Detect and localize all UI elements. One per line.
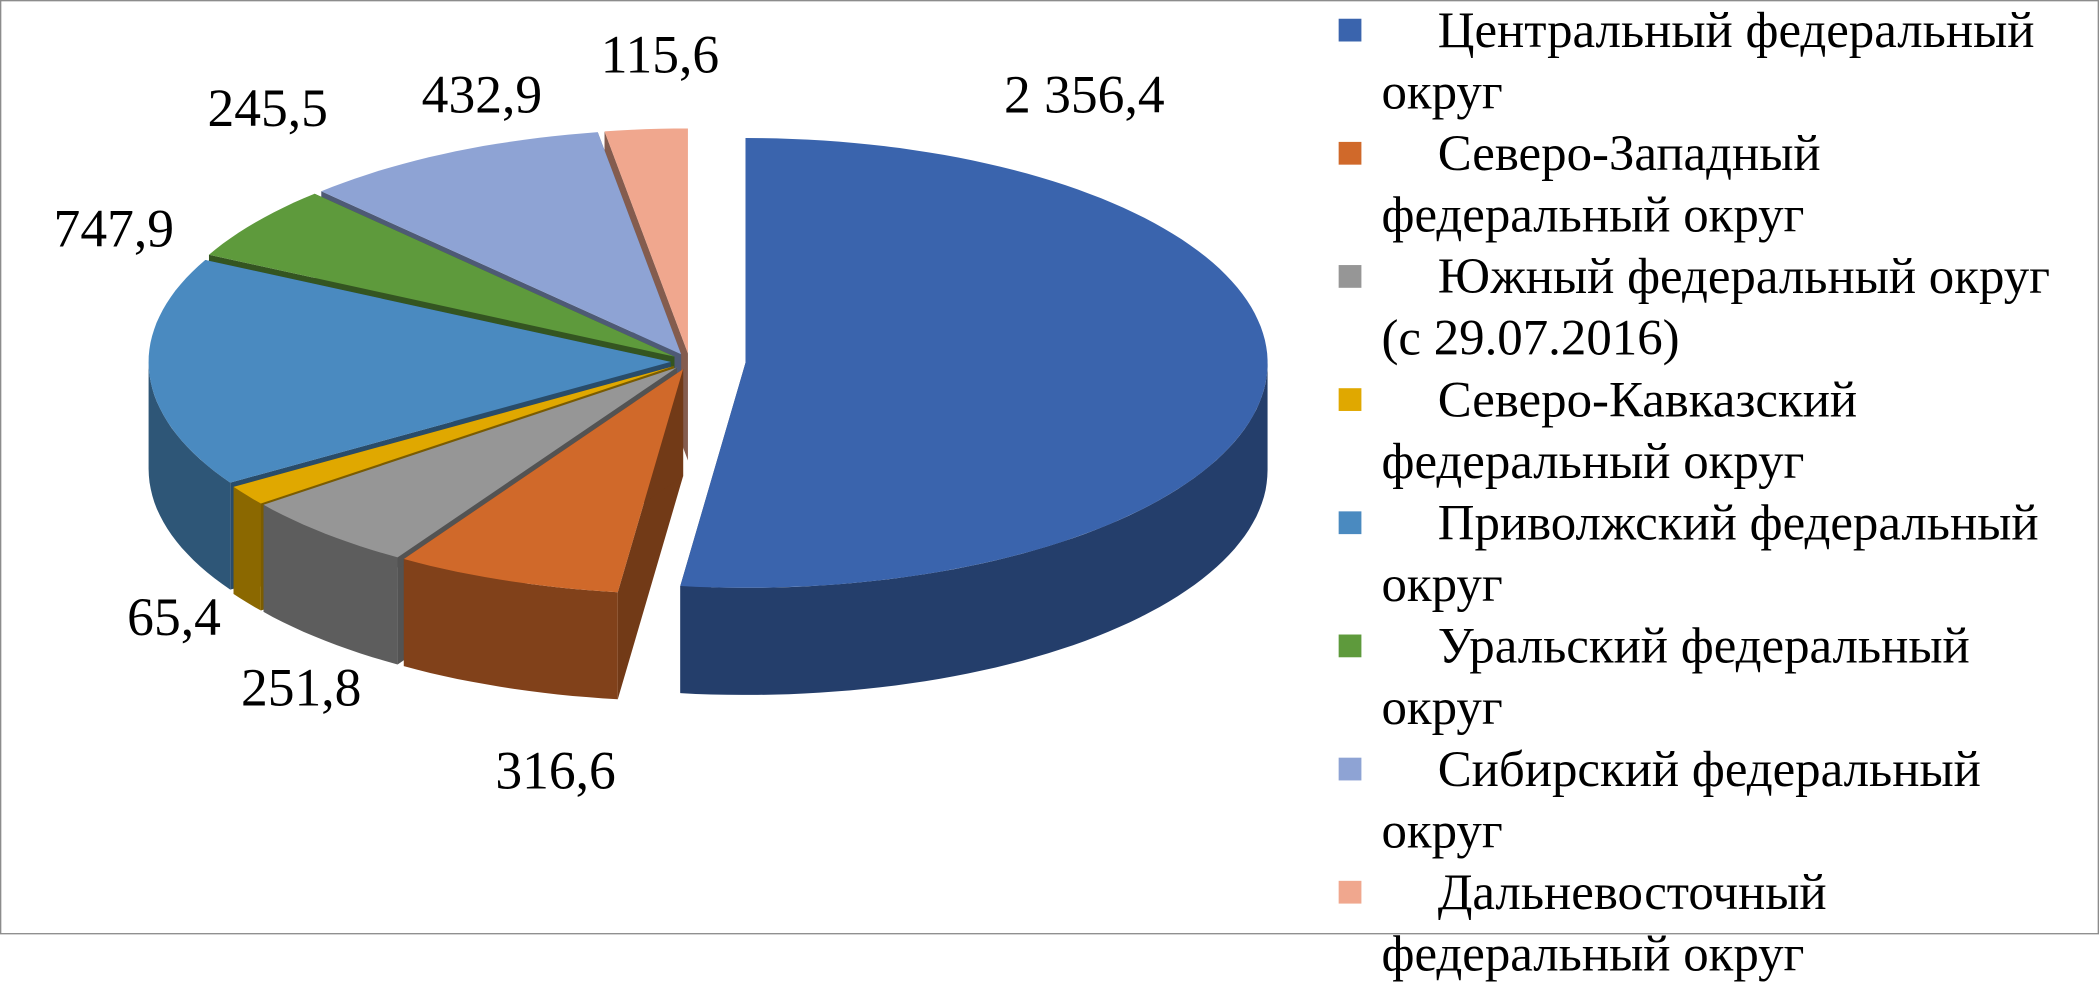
- slice: [403, 369, 684, 700]
- data-label: 432,9: [422, 65, 542, 125]
- legend-item: Северо-Кавказский федеральный округ: [1338, 369, 2099, 492]
- legend-label: Уральский федеральный округ: [1381, 618, 1970, 737]
- data-label: 2 356,4: [1004, 65, 1165, 125]
- data-label: 316,6: [495, 741, 615, 801]
- slice-side: [233, 486, 261, 611]
- legend-swatch: [1338, 265, 1362, 288]
- slice-side: [680, 362, 1268, 695]
- slice-top: [680, 138, 1268, 588]
- legend-item: Центральный федеральный округ: [1338, 0, 2099, 123]
- legend-swatch: [1338, 757, 1362, 781]
- legend-label: Южный федеральный округ (с 29.07.2016): [1381, 248, 2051, 367]
- legend-label: Северо-Кавказский федеральный округ: [1381, 372, 1858, 490]
- legend-swatch: [1338, 388, 1362, 411]
- pie-chart: 2 356,4 316,6 251,8 65,4 747,9 245,5 432,9 115,…: [54, 25, 1268, 801]
- slice-top: [263, 367, 677, 558]
- legend-item: Уральский федеральный округ: [1338, 616, 2099, 739]
- slice-top: [403, 369, 684, 593]
- legend-label: Приволжский федеральный округ: [1381, 495, 2039, 614]
- slice: [680, 138, 1268, 695]
- legend-swatch: [1338, 880, 1362, 904]
- slice-top: [148, 259, 671, 483]
- data-label: 245,5: [208, 78, 328, 138]
- legend-label: Центральный федеральный округ: [1381, 2, 2035, 121]
- slice-top: [321, 132, 682, 355]
- legend-item: Дальневосточный федеральный округ: [1338, 862, 2099, 985]
- legend-swatch: [1338, 634, 1362, 658]
- legend-swatch: [1338, 511, 1362, 535]
- legend: Центральный федеральный округ Северо-Запа…: [1338, 0, 2099, 985]
- legend-swatch: [1338, 18, 1362, 42]
- data-label: 65,4: [127, 587, 221, 647]
- legend-item: Южный федеральный округ (с 29.07.2016): [1338, 246, 2099, 369]
- legend-item: Приволжский федеральный округ: [1338, 493, 2099, 616]
- slice-side: [263, 504, 398, 665]
- slice-top: [233, 366, 675, 504]
- legend-label: Сибирский федеральный округ: [1381, 741, 1981, 860]
- data-label: 115,6: [601, 25, 719, 85]
- slice-side: [403, 559, 618, 700]
- slice-top: [208, 193, 675, 357]
- legend-label: Северо-Западный федеральный округ: [1381, 125, 1821, 244]
- data-label: 747,9: [54, 199, 174, 259]
- legend-item: Сибирский федеральный округ: [1338, 739, 2099, 862]
- data-label: 251,8: [241, 658, 361, 718]
- legend-item: Северо-Западный федеральный округ: [1338, 123, 2099, 246]
- slice-top: [604, 128, 688, 354]
- slice-side: [148, 361, 231, 590]
- legend-label: Дальневосточный федеральный округ: [1381, 864, 1827, 983]
- legend-swatch: [1338, 141, 1362, 165]
